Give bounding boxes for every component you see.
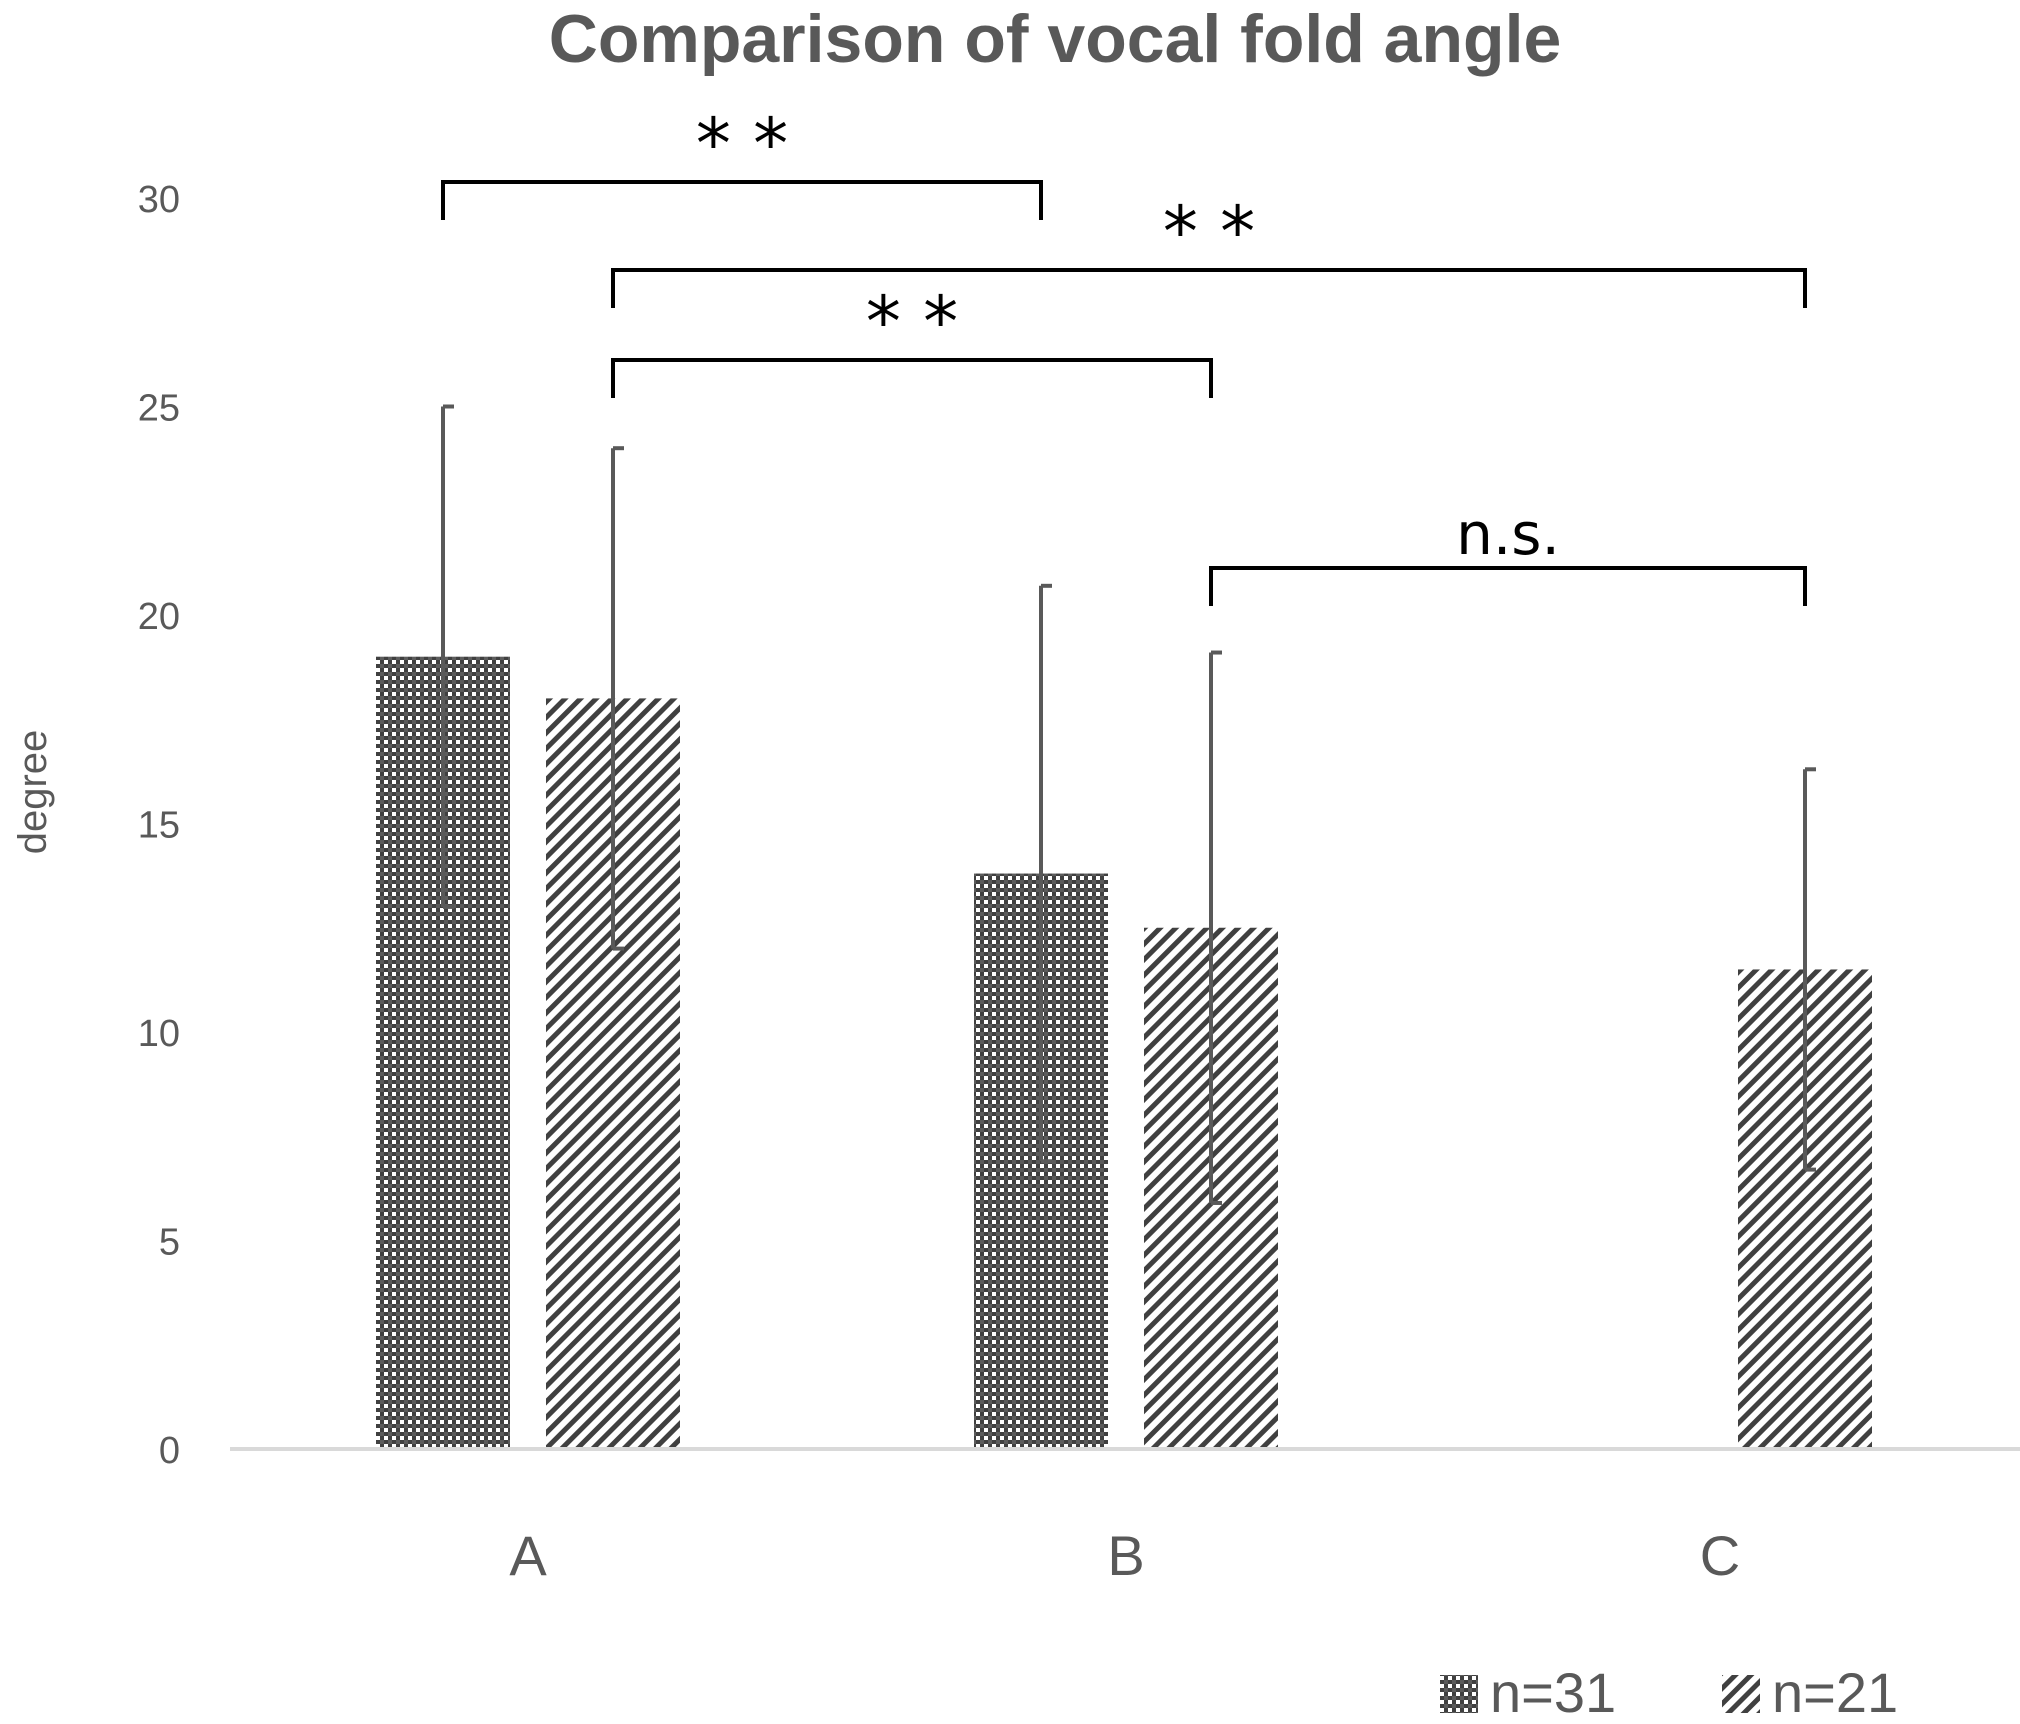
x-category-C: C [1700, 1524, 1740, 1587]
significance-bracket [611, 268, 1807, 308]
legend-label: n=21 [1772, 1661, 1898, 1724]
x-category-A: A [509, 1524, 547, 1587]
y-tick-label: 20 [138, 596, 180, 638]
y-tick-label: 15 [138, 805, 180, 847]
legend: n=31 n=21 [1440, 1661, 1898, 1724]
y-axis-label: degree [11, 730, 55, 855]
y-tick-label: 25 [138, 388, 180, 430]
significance-brackets: * * * * * * n.s. [441, 103, 1807, 606]
legend-label: n=31 [1490, 1661, 1616, 1724]
bars [376, 656, 1872, 1449]
significance-label: n.s. [1456, 500, 1560, 568]
significance-label: * * [696, 103, 788, 185]
significance-label: * * [1163, 191, 1255, 273]
legend-swatch-diagonal [1722, 1675, 1760, 1713]
x-axis-category-labels: A B C [509, 1524, 1740, 1587]
y-tick-label: 5 [159, 1222, 180, 1264]
significance-bracket [1209, 566, 1807, 606]
y-tick-label: 0 [159, 1430, 180, 1472]
y-axis-ticks: 0 5 10 15 20 25 30 [138, 179, 180, 1472]
y-tick-label: 30 [138, 179, 180, 221]
significance-bracket [611, 358, 1213, 398]
error-bars [441, 404, 1816, 1205]
significance-bracket [441, 180, 1043, 220]
x-category-B: B [1107, 1524, 1144, 1587]
y-tick-label: 10 [138, 1013, 180, 1055]
significance-label: * * [866, 281, 958, 363]
chart-title: Comparison of vocal fold angle [549, 1, 1562, 77]
legend-swatch-checker [1440, 1675, 1478, 1713]
